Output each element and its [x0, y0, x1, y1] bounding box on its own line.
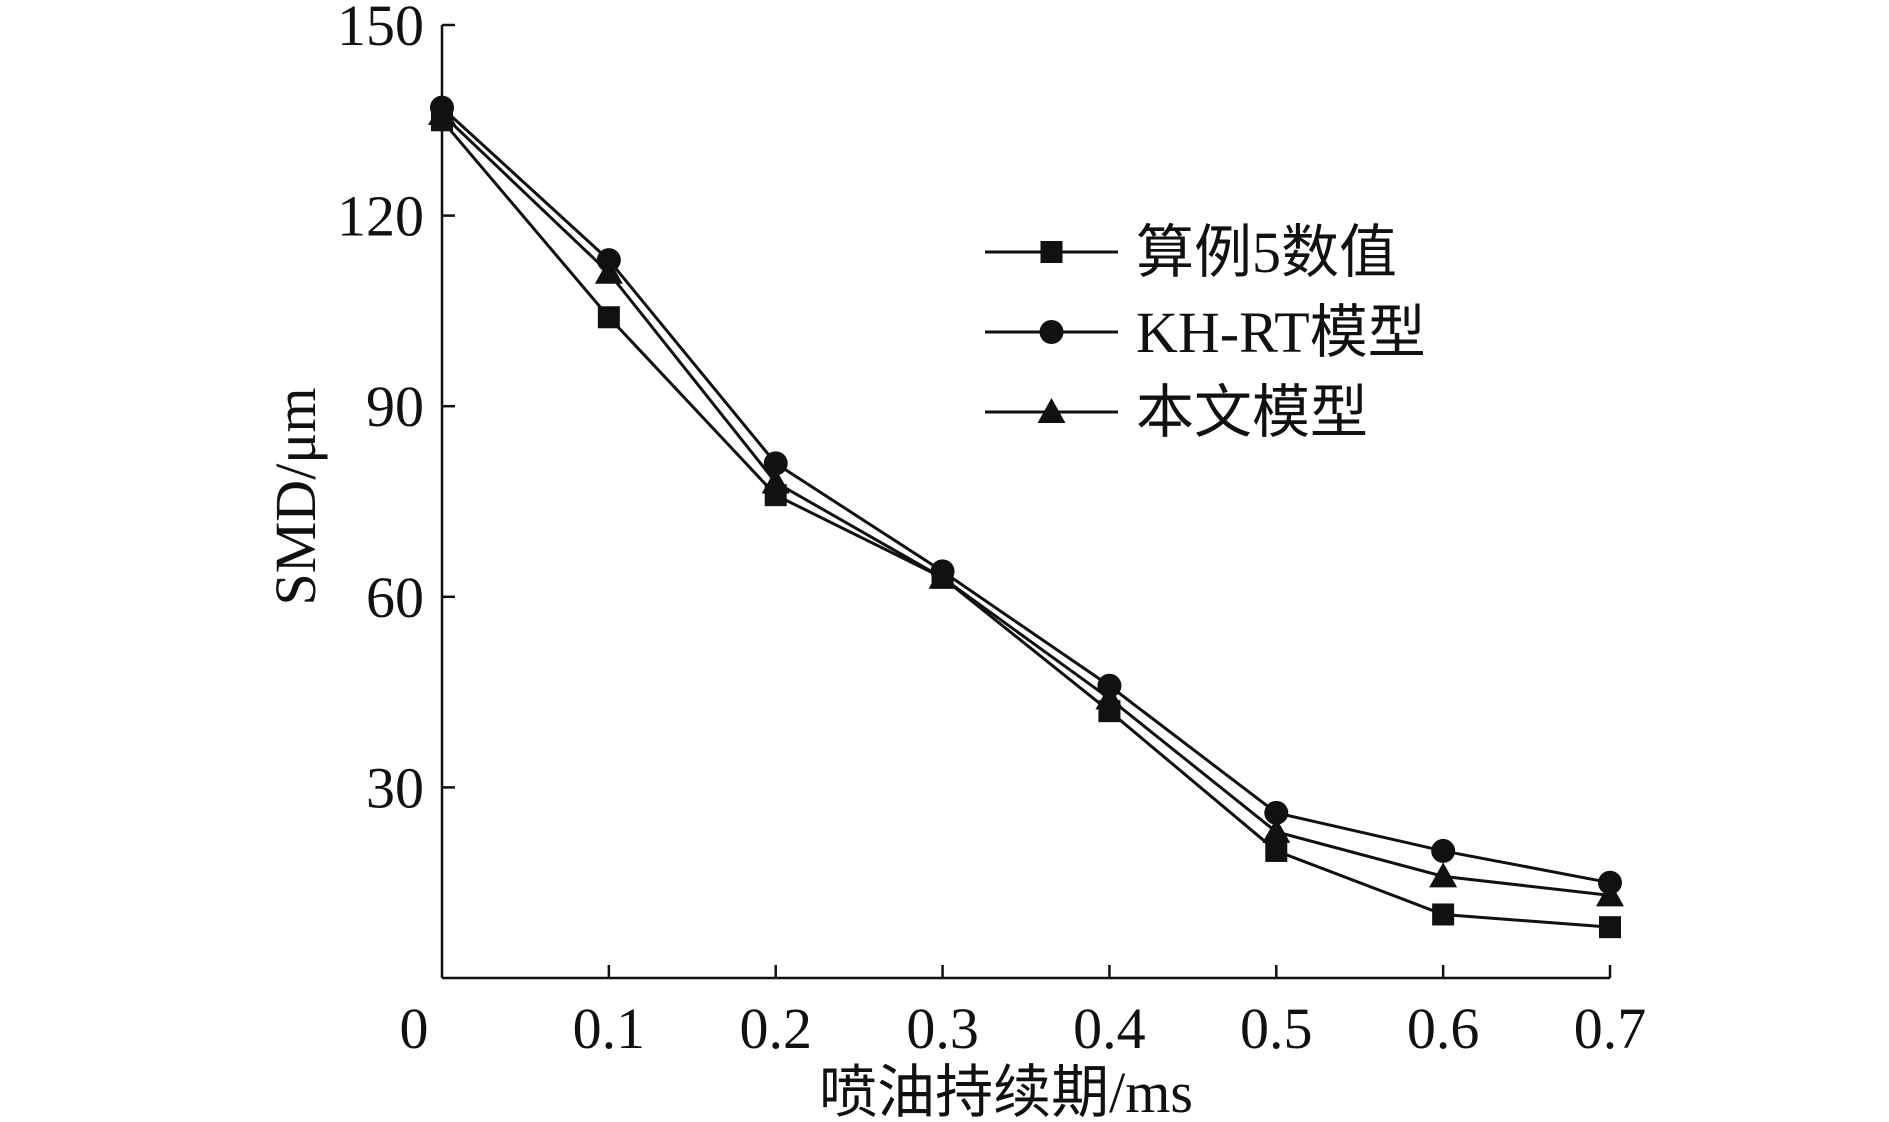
x-axis-title: 喷油持续期/ms [819, 1060, 1193, 1122]
x-tick-label: 0.7 [1574, 996, 1647, 1061]
series-1-point [597, 306, 620, 329]
series-3-point [1596, 881, 1624, 907]
y-tick-label: 120 [337, 184, 424, 249]
series-3-point [1429, 862, 1458, 888]
axes [440, 25, 1610, 980]
x-tick-label: 0.3 [906, 996, 979, 1061]
series-1 [431, 109, 1621, 939]
series-2-line [440, 106, 1611, 885]
series-3-point [428, 99, 456, 125]
legend-item: 本文模型 [985, 380, 1368, 445]
y-axis-title: SMD/μm [263, 387, 328, 605]
series-3-point [594, 258, 623, 284]
series-2 [430, 95, 1622, 895]
legend-swatch-marker [1039, 320, 1064, 344]
series-1-line [440, 119, 1611, 929]
series-3 [428, 99, 1624, 907]
x-tick-label: 0.4 [1073, 996, 1146, 1061]
x-tick-label: 0.6 [1407, 996, 1480, 1061]
y-tick-label: 60 [366, 565, 424, 630]
legend-item: 算例5数值 [985, 220, 1397, 285]
series-3-line [440, 112, 1611, 897]
legend-label: KH-RT模型 [1136, 300, 1426, 365]
series-1-point [1265, 839, 1288, 862]
x-tick-label: 0.2 [739, 996, 812, 1061]
series-2-point [1431, 838, 1456, 863]
series-3-point [1095, 684, 1124, 710]
y-tick-label: 30 [366, 755, 424, 820]
x-tick-label: 0.5 [1240, 996, 1313, 1061]
series-3-point [928, 563, 957, 589]
legend-label: 本文模型 [1136, 380, 1368, 445]
series-2-point [763, 451, 788, 476]
legend-swatch-marker [1037, 398, 1066, 423]
series-1-point [1599, 916, 1621, 939]
series-3-point [1262, 817, 1291, 843]
series-3-point [761, 468, 790, 494]
legend-item: KH-RT模型 [985, 300, 1426, 365]
x-tick-label: 0 [400, 996, 429, 1061]
x-tick-label: 0.1 [573, 996, 646, 1061]
series-layer [428, 95, 1624, 939]
series-2-point [1264, 800, 1289, 825]
y-ticks: 30 60 90 120 150 [337, 0, 455, 820]
legend-swatch-marker [1040, 241, 1063, 263]
y-tick-label: 90 [366, 374, 424, 439]
y-tick-label: 150 [337, 0, 424, 58]
x-ticks: 0 0.1 0.2 0.3 0.4 0.5 0.6 0.7 [400, 965, 1647, 1061]
series-1-point [1432, 903, 1455, 926]
legend-label: 算例5数值 [1136, 220, 1397, 285]
